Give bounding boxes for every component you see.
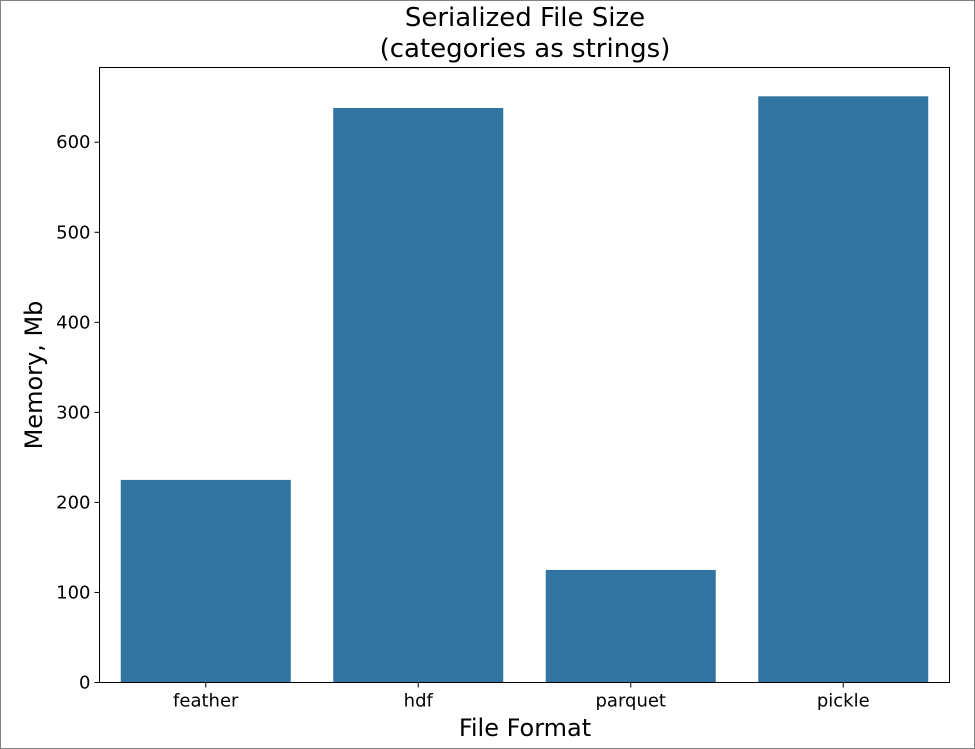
y-tick-label: 600 <box>56 132 90 153</box>
x-tick-label: feather <box>173 691 239 712</box>
y-tick-label: 100 <box>56 582 90 603</box>
y-axis-label: Memory, Mb <box>20 301 48 450</box>
x-tick-label: hdf <box>404 691 434 712</box>
x-axis-ticks: feather hdf parquet pickle <box>173 682 870 712</box>
y-tick-label: 400 <box>56 312 90 333</box>
x-axis-label: File Format <box>459 714 591 742</box>
x-tick-label: parquet <box>595 691 666 712</box>
y-tick-label: 300 <box>56 402 90 423</box>
chart-title-line-2: (categories as strings) <box>380 34 671 64</box>
y-tick-label: 200 <box>56 492 90 513</box>
bar-parquet <box>545 569 716 683</box>
bar-pickle <box>758 96 929 683</box>
bar-hdf <box>333 108 504 683</box>
bar-series <box>120 96 929 683</box>
chart-title-line-1: Serialized File Size <box>405 3 645 33</box>
y-axis-ticks: 0 100 200 300 400 500 600 <box>56 132 100 694</box>
y-tick-label: 0 <box>79 673 90 694</box>
x-tick-label: pickle <box>817 691 870 712</box>
bar-feather <box>120 479 291 683</box>
y-tick-label: 500 <box>56 222 90 243</box>
plot-area-frame <box>99 67 950 683</box>
